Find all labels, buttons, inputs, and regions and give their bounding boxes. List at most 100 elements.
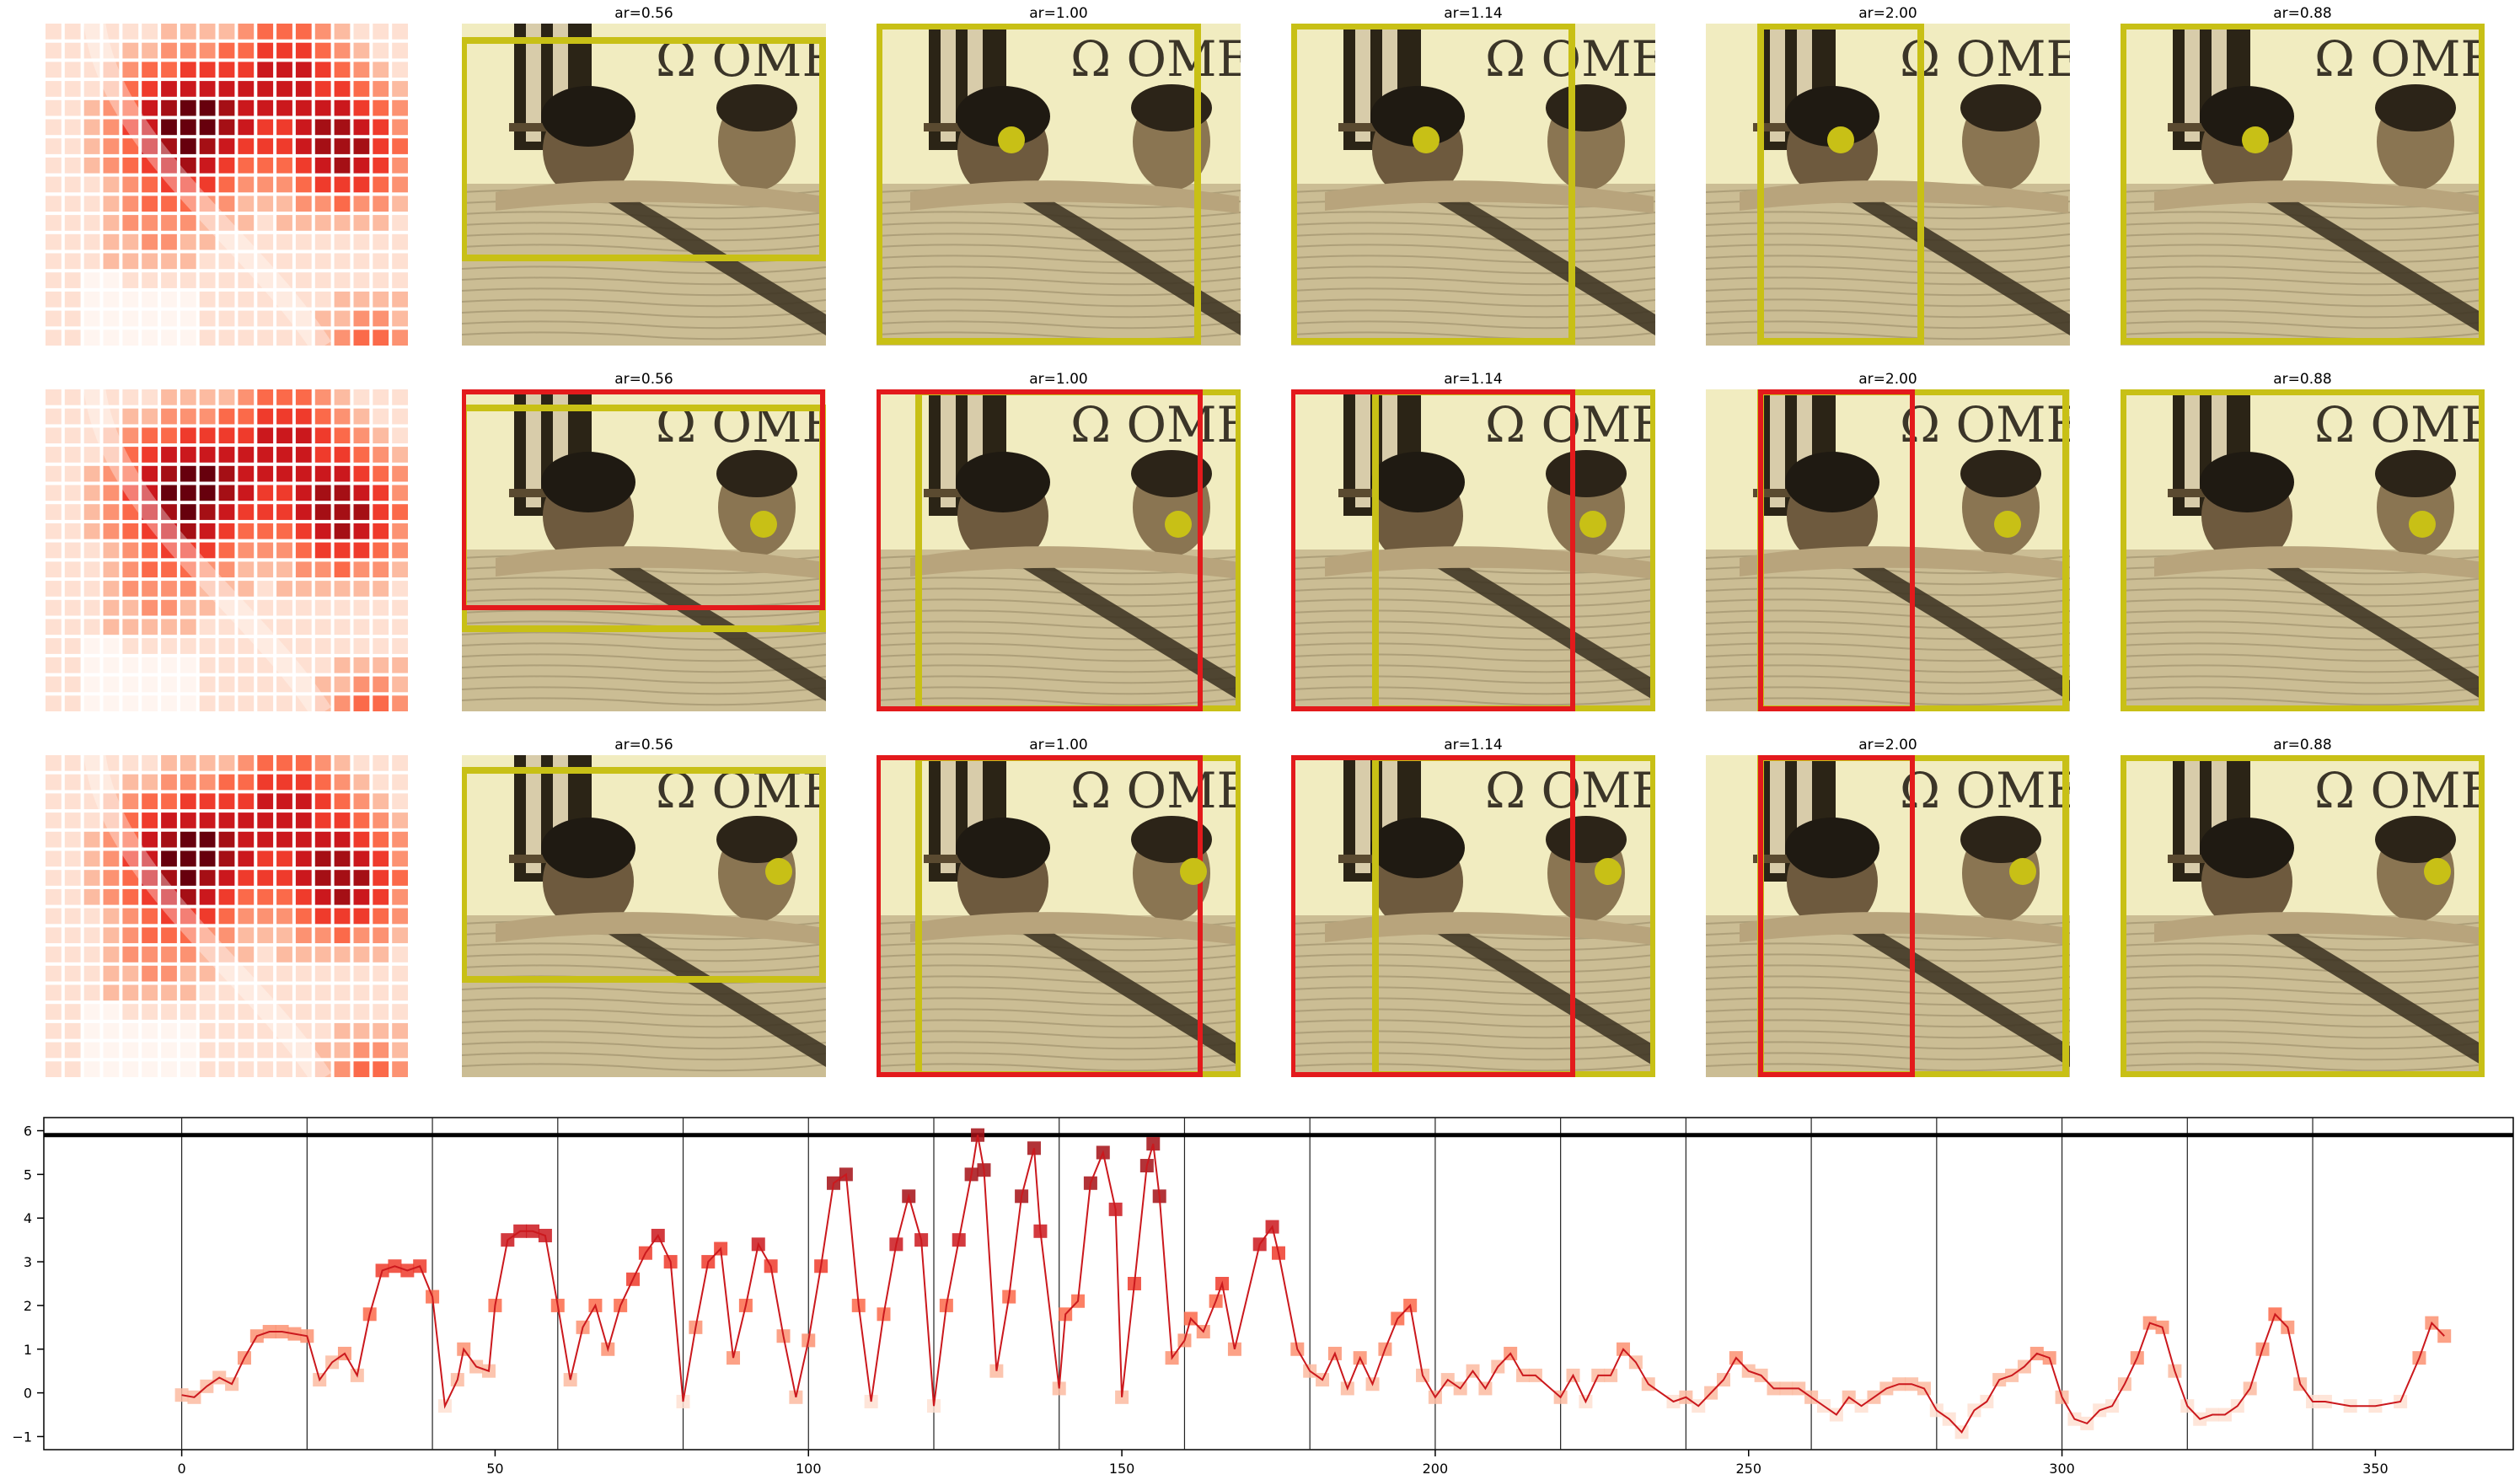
heatmap-cell	[373, 561, 389, 578]
crop-candidate-image: Ω OME	[2121, 755, 2485, 1077]
heatmap-cell	[122, 253, 139, 270]
heatmap-cell	[180, 984, 196, 1001]
heatmap-cell	[353, 310, 370, 327]
heatmap-cell	[122, 599, 139, 616]
heatmap-cell	[122, 138, 139, 154]
heatmap-cell	[257, 561, 274, 578]
heatmap-cell	[180, 465, 196, 482]
heatmap-cell	[199, 755, 216, 771]
heatmap-cell	[373, 62, 389, 78]
heatmap-cell	[64, 619, 81, 635]
crop-candidate-image: Ω OME	[462, 24, 826, 346]
heatmap-cell	[276, 793, 292, 810]
heatmap-cell	[46, 233, 62, 250]
panel-title: ar=1.14	[1444, 371, 1503, 388]
heatmap-cell	[122, 196, 139, 212]
heatmap-cell	[295, 233, 312, 250]
heatmap-cell	[180, 389, 196, 405]
heatmap-cell	[276, 965, 292, 982]
heatmap-cell	[314, 599, 331, 616]
heatmap-cell	[142, 196, 158, 212]
heatmap-cell	[83, 927, 100, 944]
heatmap-cell	[64, 176, 81, 193]
heatmap-cell	[295, 946, 312, 963]
face-marker	[1413, 126, 1440, 153]
heatmap-cell	[142, 291, 158, 308]
panel-title: ar=1.00	[1029, 371, 1088, 388]
heatmap-cell	[238, 1042, 255, 1059]
heatmap-cell	[199, 695, 216, 711]
heatmap-cell	[122, 447, 139, 463]
heatmap-cell	[180, 908, 196, 925]
y-tick-label: 4	[24, 1210, 32, 1226]
heatmap-cell	[334, 561, 351, 578]
heatmap-cell	[334, 465, 351, 482]
heatmap-cell	[353, 657, 370, 673]
heatmap-cell	[64, 812, 81, 828]
heatmap-cell	[314, 42, 331, 59]
heatmap-cell	[180, 581, 196, 597]
heatmap-cell	[238, 1061, 255, 1077]
heatmap-cell	[276, 850, 292, 867]
heatmap-cell	[392, 619, 408, 635]
panel-title: ar=0.56	[614, 371, 673, 388]
heatmap-cell	[392, 330, 408, 346]
heatmap-cell	[161, 657, 177, 673]
heatmap-cell	[295, 389, 312, 405]
heatmap-cell	[373, 638, 389, 654]
heatmap-cell	[334, 812, 351, 828]
heatmap-cell	[83, 389, 100, 405]
heatmap-cell	[46, 523, 62, 539]
heatmap-cell	[276, 676, 292, 693]
heatmap-cell	[199, 176, 216, 193]
heatmap-cell	[218, 908, 235, 925]
heatmap-cell	[161, 850, 177, 867]
heatmap-cell	[83, 138, 100, 154]
crop-candidate-image: Ω OME	[1706, 389, 2070, 711]
heatmap-cell	[83, 157, 100, 174]
panel-title: ar=2.00	[1858, 371, 1917, 388]
heatmap-cell	[64, 24, 81, 40]
heatmap-cell	[392, 447, 408, 463]
heatmap-cell	[64, 581, 81, 597]
heatmap-cell	[373, 946, 389, 963]
heatmap-cell	[373, 1061, 389, 1077]
heatmap-cell	[83, 870, 100, 886]
heatmap-cell	[64, 927, 81, 944]
heatmap-cell	[64, 157, 81, 174]
heatmap-cell	[122, 408, 139, 425]
x-tick-label: 300	[2049, 1461, 2075, 1477]
heatmap-cell	[373, 176, 389, 193]
heatmap-cell	[142, 523, 158, 539]
heatmap-cell	[199, 657, 216, 673]
heatmap-cell	[83, 695, 100, 711]
heatmap-cell	[334, 138, 351, 154]
x-tick-label: 200	[1423, 1461, 1449, 1477]
yellow-crop-box	[1757, 24, 1924, 345]
heatmap-cell	[103, 42, 120, 59]
heatmap-cell	[142, 1004, 158, 1020]
heatmap-cell	[83, 831, 100, 848]
heatmap-cell	[295, 408, 312, 425]
heatmap-cell	[353, 427, 370, 444]
heatmap-cell	[199, 523, 216, 539]
heatmap-cell	[103, 638, 120, 654]
heatmap-cell	[180, 24, 196, 40]
heatmap-cell	[257, 408, 274, 425]
heatmap-cell	[64, 99, 81, 116]
heatmap-cell	[142, 908, 158, 925]
heatmap-cell	[218, 831, 235, 848]
heatmap-cell	[295, 176, 312, 193]
heatmap-cell	[64, 888, 81, 905]
x-tick-label: 150	[1109, 1461, 1135, 1477]
heatmap-cell	[276, 523, 292, 539]
heatmap-cell	[83, 408, 100, 425]
heatmap-cell	[64, 542, 81, 559]
y-tick-label: 3	[24, 1254, 32, 1270]
heatmap-cell	[314, 62, 331, 78]
heatmap-cell	[64, 965, 81, 982]
heatmap-cell	[353, 831, 370, 848]
heatmap-cell	[83, 99, 100, 116]
heatmap-cell	[392, 485, 408, 501]
heatmap-cell	[64, 676, 81, 693]
